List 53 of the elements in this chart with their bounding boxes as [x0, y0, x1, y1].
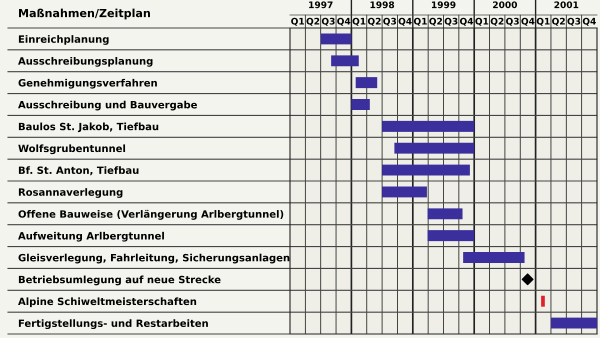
- text: Q2: [306, 18, 320, 26]
- x-tick-label: 2000: [493, 1, 518, 8]
- bar: [428, 230, 474, 242]
- x-tick-label: 1997: [309, 1, 333, 8]
- y-tick-label: Bf. St. Anton, Tiefbau: [18, 166, 138, 176]
- bar: [331, 55, 359, 66]
- bar: [351, 99, 370, 110]
- text: Q1: [414, 18, 427, 26]
- bar: [382, 164, 470, 176]
- bar: [382, 186, 427, 198]
- x-tick-label: 2001: [554, 1, 578, 8]
- bar: [541, 296, 545, 307]
- y-tick-label: Aufweitung Arlbergtunnel: [18, 232, 164, 242]
- bar: [428, 208, 463, 220]
- text: Q3: [322, 18, 335, 26]
- x-tick-label: 1999: [432, 1, 456, 8]
- text: Q1: [475, 18, 488, 26]
- bar: [463, 252, 525, 263]
- text: Q4: [460, 18, 474, 26]
- text: Q2: [490, 18, 504, 26]
- text: Q3: [383, 18, 396, 26]
- text: Q4: [582, 18, 596, 26]
- y-tick-label: Alpine Schiweltmeisterschaften: [18, 297, 196, 308]
- bar: [320, 33, 352, 44]
- text: Q3: [444, 18, 458, 26]
- y-tick-label: Rosannaverlegung: [18, 188, 122, 198]
- y-tick-label: Ausschreibungsplanung: [18, 56, 152, 67]
- text: Q3: [567, 18, 580, 26]
- text: Q2: [552, 18, 565, 26]
- x-tick-label: 1998: [370, 1, 394, 8]
- bar: [550, 318, 597, 329]
- y-axis-title: Maßnahmen/Zeitplan: [19, 8, 150, 20]
- text: Q4: [521, 18, 534, 26]
- text: Q1: [536, 18, 550, 26]
- y-tick-label: Ausschreibung und Bauvergabe: [18, 100, 197, 110]
- y-tick-label: Betriebsumlegung auf neue Strecke: [18, 276, 221, 286]
- bar: [382, 120, 474, 132]
- y-tick-label: Wolfsgrubentunnel: [18, 144, 126, 154]
- y-tick-label: Einreichplanung: [18, 35, 109, 45]
- text: Q4: [398, 18, 412, 26]
- y-tick-label: Fertigstellungs- und Restarbeiten: [18, 319, 208, 330]
- bar: [394, 142, 474, 154]
- text: Q4: [337, 18, 350, 26]
- text: Q2: [429, 18, 442, 26]
- text: Q1: [291, 18, 304, 26]
- y-tick-label: Gleisverlegung, Fahrleitung, Sicherungsanlagen: [18, 254, 290, 264]
- text: Q1: [352, 18, 366, 26]
- y-tick-label: Baulos St. Jakob, Tiefbau: [18, 122, 158, 132]
- text: Q2: [368, 18, 381, 26]
- y-tick-label: Genehmigungsverfahren: [18, 78, 157, 89]
- y-tick-label: Offene Bauweise (Verlängerung Arlbergtunnel): [18, 210, 284, 220]
- text: Q3: [506, 18, 519, 26]
- bar: [356, 77, 378, 88]
